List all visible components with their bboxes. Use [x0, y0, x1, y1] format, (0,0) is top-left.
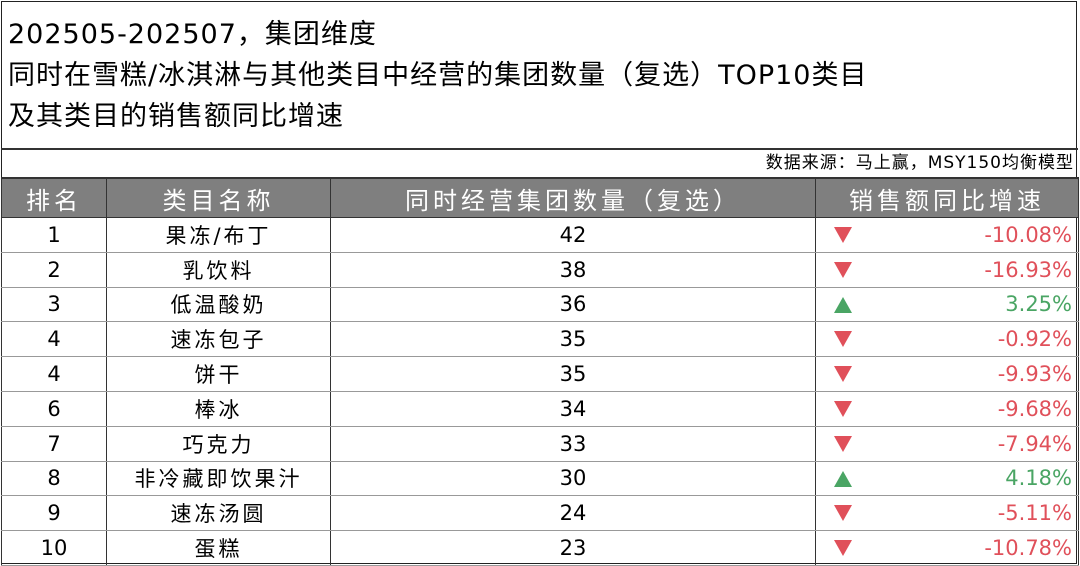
title-line: 202505-202507，集团维度	[8, 19, 377, 50]
triangle-down-icon	[834, 227, 852, 243]
growth-value: 3.25%	[1005, 292, 1072, 317]
count-cell: 24	[330, 495, 816, 532]
growth-cell: -0.92%	[815, 321, 1079, 358]
category-cell: 速冻汤圆	[106, 495, 331, 532]
category-cell: 非冷藏即饮果汁	[106, 461, 331, 497]
category-cell: 果冻/布丁	[106, 217, 331, 253]
count-cell: 35	[330, 321, 816, 358]
rank-cell: 4	[1, 356, 107, 392]
growth-cell: -10.78%	[815, 530, 1079, 566]
growth-value: 4.18%	[1005, 466, 1072, 491]
growth-value: -7.94%	[997, 431, 1072, 456]
category-cell: 乳饮料	[106, 252, 331, 288]
triangle-down-icon	[834, 505, 852, 522]
rank-cell: 2	[1, 252, 107, 288]
table-row: 9 速冻汤圆 24 -5.11%	[1, 495, 1079, 532]
rank-cell: 3	[1, 287, 107, 323]
count-cell: 38	[330, 252, 816, 288]
count-cell: 33	[330, 426, 816, 462]
growth-value: -10.78%	[984, 536, 1072, 561]
category-cell: 巧克力	[106, 426, 331, 462]
triangle-up-icon	[834, 470, 852, 487]
count-cell: 36	[330, 287, 816, 323]
count-cell: 23	[330, 530, 816, 566]
triangle-down-icon	[834, 540, 852, 557]
header-growth: 销售额同比增速	[815, 177, 1079, 218]
header-row: 排名 类目名称 同时经营集团数量（复选） 销售额同比增速	[1, 177, 1079, 218]
growth-cell: -9.68%	[815, 391, 1079, 427]
table-row: 3 低温酸奶 36 3.25%	[1, 287, 1079, 323]
triangle-down-icon	[834, 435, 852, 452]
category-cell: 速冻包子	[106, 321, 331, 358]
divider	[1, 148, 1078, 150]
header-count: 同时经营集团数量（复选）	[330, 177, 816, 218]
rank-cell: 9	[1, 495, 107, 532]
growth-cell: 3.25%	[815, 287, 1079, 323]
growth-value: -0.92%	[997, 327, 1072, 352]
triangle-down-icon	[834, 331, 852, 348]
growth-cell: -9.93%	[815, 356, 1079, 392]
header-category: 类目名称	[106, 177, 331, 218]
count-cell: 34	[330, 391, 816, 427]
title-line: 同时在雪糕/冰淇淋与其他类目中经营的集团数量（复选）TOP10类目	[8, 60, 868, 91]
table-row: 1 果冻/布丁 42 -10.08%	[1, 217, 1079, 253]
rank-cell: 10	[1, 530, 107, 566]
category-cell: 饼干	[106, 356, 331, 392]
triangle-down-icon	[834, 366, 852, 383]
growth-cell: 4.18%	[815, 461, 1079, 497]
count-cell: 30	[330, 461, 816, 497]
growth-value: -9.68%	[997, 396, 1072, 421]
rank-cell: 6	[1, 391, 107, 427]
table-row: 8 非冷藏即饮果汁 30 4.18%	[1, 461, 1079, 497]
rank-cell: 7	[1, 426, 107, 462]
title-line: 及其类目的销售额同比增速	[8, 101, 344, 132]
growth-value: -5.11%	[997, 501, 1072, 526]
table-row: 4 速冻包子 35 -0.92%	[1, 321, 1079, 358]
ranking-table: 排名 类目名称 同时经营集团数量（复选） 销售额同比增速 1 果冻/布丁 42 -10…	[1, 177, 1079, 566]
growth-cell: -10.08%	[815, 217, 1079, 253]
growth-value: -16.93%	[984, 257, 1072, 282]
rank-cell: 8	[1, 461, 107, 497]
table-row: 7 巧克力 33 -7.94%	[1, 426, 1079, 462]
table-row: 6 棒冰 34 -9.68%	[1, 391, 1079, 427]
category-cell: 蛋糕	[106, 530, 331, 566]
triangle-up-icon	[834, 296, 852, 313]
rank-cell: 4	[1, 321, 107, 358]
triangle-down-icon	[834, 261, 852, 278]
triangle-down-icon	[834, 400, 852, 417]
count-cell: 35	[330, 356, 816, 392]
category-cell: 低温酸奶	[106, 287, 331, 323]
growth-value: -9.93%	[997, 362, 1072, 387]
table-row: 10 蛋糕 23 -10.78%	[1, 530, 1079, 566]
growth-value: -10.08%	[984, 222, 1072, 247]
growth-cell: -7.94%	[815, 426, 1079, 462]
table-row: 4 饼干 35 -9.93%	[1, 356, 1079, 392]
category-cell: 棒冰	[106, 391, 331, 427]
growth-cell: -5.11%	[815, 495, 1079, 532]
table-row: 2 乳饮料 38 -16.93%	[1, 252, 1079, 288]
chart-title: 202505-202507，集团维度 同时在雪糕/冰淇淋与其他类目中经营的集团数…	[8, 14, 867, 137]
growth-cell: -16.93%	[815, 252, 1079, 288]
header-rank: 排名	[1, 177, 107, 218]
rank-cell: 1	[1, 217, 107, 253]
data-source: 数据来源：马上赢，MSY150均衡模型	[765, 153, 1074, 173]
count-cell: 42	[330, 217, 816, 253]
